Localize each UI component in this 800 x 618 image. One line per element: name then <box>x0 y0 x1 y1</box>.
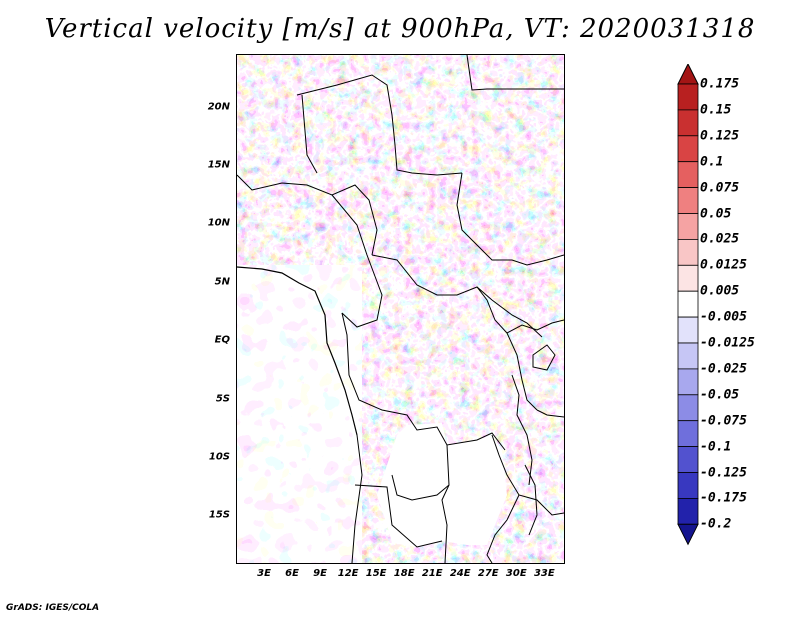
coastline <box>237 266 358 436</box>
lon-tick-label: 15E <box>365 568 387 579</box>
lon-tick-label: 12E <box>337 568 359 579</box>
lat-tick-label: 10N <box>207 217 230 229</box>
colorbar-label: 0.175 <box>700 76 740 92</box>
colorbar-label: 0.1 <box>700 154 724 170</box>
colorbar-segment <box>677 420 699 448</box>
lat-tick-label: 10S <box>208 451 230 463</box>
lon-tick-label: 24E <box>449 568 471 579</box>
colorbar-label: -0.175 <box>700 490 747 506</box>
colorbar <box>677 64 699 546</box>
lat-tick-label: 5N <box>214 276 230 288</box>
colorbar-bottom-arrow <box>677 523 699 546</box>
colorbar-segment <box>677 316 699 344</box>
colorbar-segment <box>677 213 699 240</box>
colorbar-label: -0.1 <box>700 439 732 455</box>
colorbar-segment <box>677 290 699 318</box>
lon-tick-label: 9E <box>313 568 327 579</box>
colorbar-label: -0.0125 <box>700 335 755 351</box>
colorbar-label: 0.05 <box>700 206 732 221</box>
lakes <box>511 344 556 536</box>
map-panel <box>236 54 565 564</box>
lon-tick-label: 30E <box>505 568 527 579</box>
lon-tick-label: 21E <box>421 568 443 579</box>
colorbar-label: 0.0125 <box>700 257 747 273</box>
lat-tick-label: 15S <box>208 509 230 521</box>
lon-tick-label: 18E <box>393 568 415 579</box>
colorbar-label: -0.05 <box>700 387 740 403</box>
colorbar-label: 0.125 <box>700 128 740 144</box>
colorbar-segment <box>677 342 699 370</box>
colorbar-segment <box>677 83 699 111</box>
colorbar-top-arrow <box>677 64 699 85</box>
masked-region <box>377 423 507 547</box>
chart-title: Vertical velocity [m/s] at 900hPa, VT: 2… <box>44 14 756 44</box>
country-boundaries <box>237 55 564 563</box>
colorbar-segment <box>677 238 699 266</box>
lon-tick-label: 3E <box>257 568 271 579</box>
velocity-field-map <box>237 55 564 563</box>
colorbar-label: 0.025 <box>700 231 740 247</box>
lon-tick-label: 6E <box>285 568 299 579</box>
ocean-field <box>237 265 362 563</box>
colorbar-segment <box>677 497 699 525</box>
grads-credit: GrADS: IGES/COLA <box>6 603 100 613</box>
colorbar-label: -0.005 <box>700 309 747 325</box>
colorbar-label: -0.075 <box>700 413 747 429</box>
colorbar-segment <box>677 264 699 292</box>
colorbar-segment <box>677 368 699 396</box>
colorbar-segment <box>677 161 699 188</box>
colorbar-segment <box>677 135 699 163</box>
colorbar-label: -0.2 <box>700 516 732 532</box>
lat-tick-label: 5S <box>215 393 230 404</box>
lon-tick-label: 27E <box>477 568 499 579</box>
colorbar-segment <box>677 472 699 499</box>
lat-tick-label: EQ <box>214 334 230 346</box>
colorbar-label: -0.125 <box>700 465 747 480</box>
colorbar-segment <box>677 109 699 137</box>
colorbar-label: -0.025 <box>700 361 747 377</box>
colorbar-label: 0.075 <box>700 180 740 196</box>
colorbar-label: 0.15 <box>700 102 732 118</box>
lat-tick-label: 15N <box>207 159 230 171</box>
colorbar-segment <box>677 446 699 473</box>
lat-tick-label: 20N <box>207 101 230 113</box>
colorbar-segment <box>677 394 699 422</box>
lon-tick-label: 33E <box>533 568 555 579</box>
colorbar-label: 0.005 <box>700 283 740 299</box>
colorbar-segment <box>677 187 699 214</box>
